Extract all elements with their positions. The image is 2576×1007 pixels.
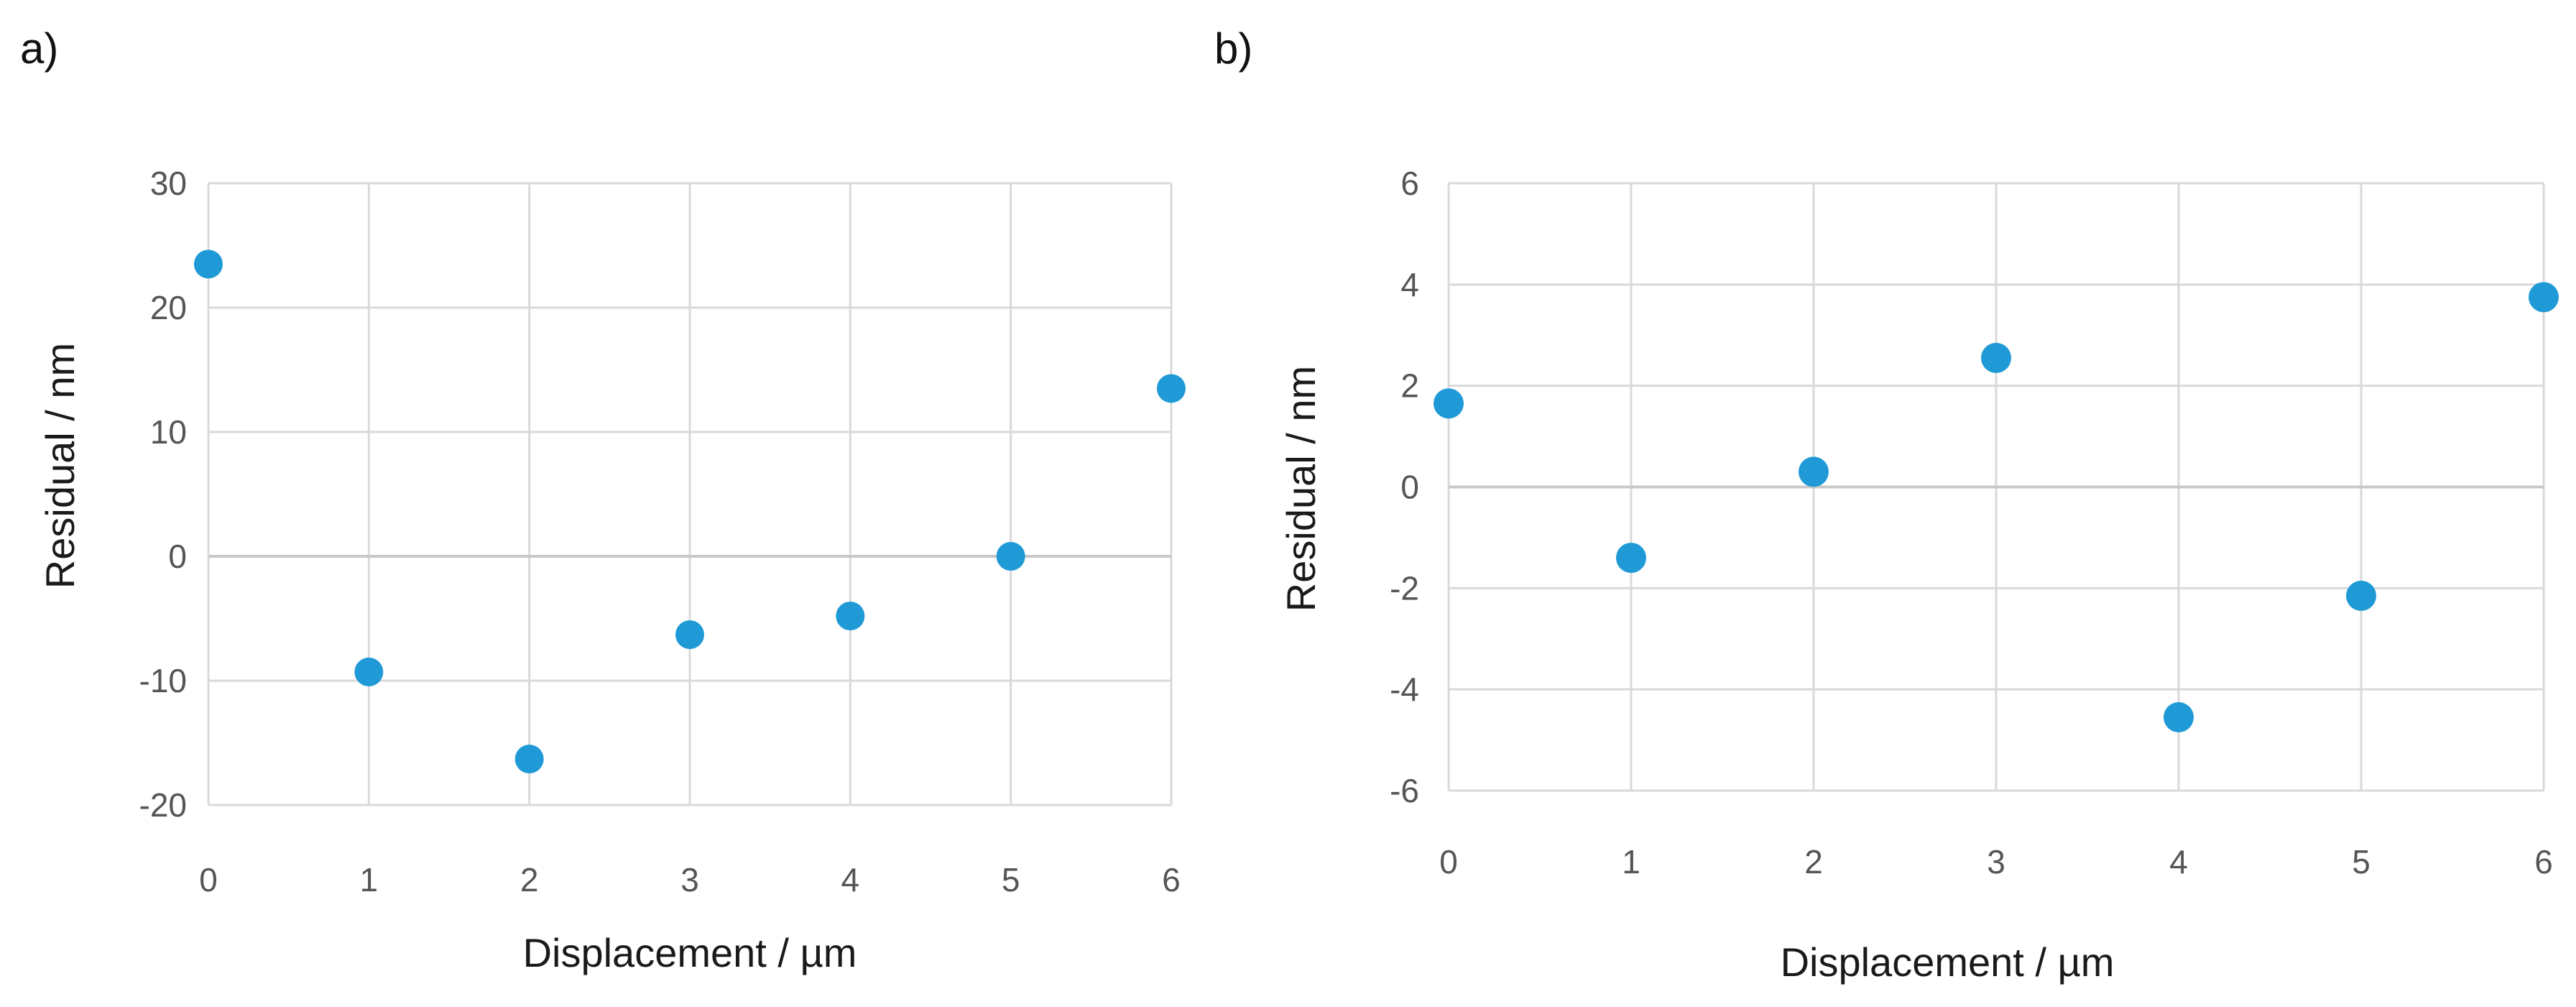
- panel-a-data-point: [514, 744, 544, 773]
- panel-b-y-axis-title: Residual / nm: [1278, 366, 1324, 612]
- panel-a-data-point: [675, 620, 704, 649]
- panel-a-y-tick-label: -10: [139, 662, 187, 699]
- panel-a-y-tick-label: 20: [150, 289, 187, 326]
- panel-b-data-point: [2346, 580, 2376, 611]
- panel-a-data-point: [354, 657, 384, 686]
- panel-a-y-tick-label: -20: [139, 786, 187, 824]
- panel-a-y-ticks: 30 20 10 0 -10 -20: [139, 165, 187, 824]
- panel-b-y-tick-label: 4: [1400, 266, 1419, 303]
- panel-b-points: [1434, 282, 2559, 732]
- panel-a-points: [194, 249, 1186, 773]
- panel-a-x-tick-label: 1: [360, 861, 379, 898]
- panel-b-y-tick-label: 0: [1400, 469, 1419, 506]
- panel-a-data-point: [996, 542, 1025, 571]
- panel-b-grid: [1447, 182, 2545, 792]
- panel-a-data-point: [1157, 374, 1186, 403]
- panel-a-x-tick-label: 3: [680, 861, 699, 898]
- panel-a-x-tick-label: 6: [1162, 861, 1181, 898]
- panel-a-y-tick-label: 0: [168, 538, 187, 575]
- panel-a-x-tick-label: 4: [841, 861, 860, 898]
- panel-a-data-point: [836, 602, 865, 631]
- panel-a-x-ticks: 0 1 2 3 4 5 6: [199, 861, 1181, 898]
- panel-b-x-tick-label: 2: [1804, 843, 1823, 880]
- panel-b-y-tick-label: 2: [1400, 367, 1419, 405]
- panel-a-x-axis-title: Displacement / µm: [523, 930, 857, 975]
- panel-a-data-point: [194, 249, 223, 279]
- panel-b-data-point: [1616, 543, 1646, 574]
- panel-a-y-axis-title: Residual / nm: [37, 343, 83, 589]
- panel-b-y-tick-label: 6: [1400, 165, 1419, 202]
- panel-b-y-ticks: 6 4 2 0 -2 -4 -6: [1390, 165, 1419, 809]
- panel-b-data-point: [1434, 388, 1464, 419]
- panel-b-x-tick-label: 1: [1622, 843, 1640, 880]
- panel-b-data-point: [2164, 702, 2194, 732]
- panel-b-data-point: [2529, 282, 2559, 313]
- panel-a: a) 30 20 10 0 -10 -20 0 1 2 3 4 5 6 Displacement / …: [20, 24, 1186, 975]
- panel-a-grid: [207, 182, 1173, 806]
- panel-b-x-axis-title: Displacement / µm: [1781, 939, 2115, 985]
- panel-b-y-tick-label: -4: [1390, 671, 1419, 708]
- panel-b-x-tick-label: 5: [2352, 843, 2370, 880]
- panel-a-x-tick-label: 0: [199, 861, 218, 898]
- panel-b-x-tick-label: 6: [2534, 843, 2553, 880]
- panel-b-x-ticks: 0 1 2 3 4 5 6: [1439, 843, 2553, 880]
- panel-b-x-tick-label: 3: [1987, 843, 2005, 880]
- panel-b-data-point: [1799, 456, 1829, 487]
- panel-b-data-point: [1981, 342, 2011, 373]
- panel-a-y-tick-label: 10: [150, 413, 187, 451]
- panel-b-x-tick-label: 0: [1439, 843, 1458, 880]
- panel-b-y-tick-label: -2: [1390, 569, 1419, 607]
- panel-a-x-tick-label: 2: [520, 861, 539, 898]
- panel-b-x-tick-label: 4: [2169, 843, 2188, 880]
- panel-b-y-tick-label: -6: [1390, 772, 1419, 809]
- panel-a-y-tick-label: 30: [150, 165, 187, 202]
- panel-b-label: b): [1214, 24, 1252, 73]
- panel-a-x-tick-label: 5: [1002, 861, 1020, 898]
- panel-a-label: a): [20, 24, 58, 73]
